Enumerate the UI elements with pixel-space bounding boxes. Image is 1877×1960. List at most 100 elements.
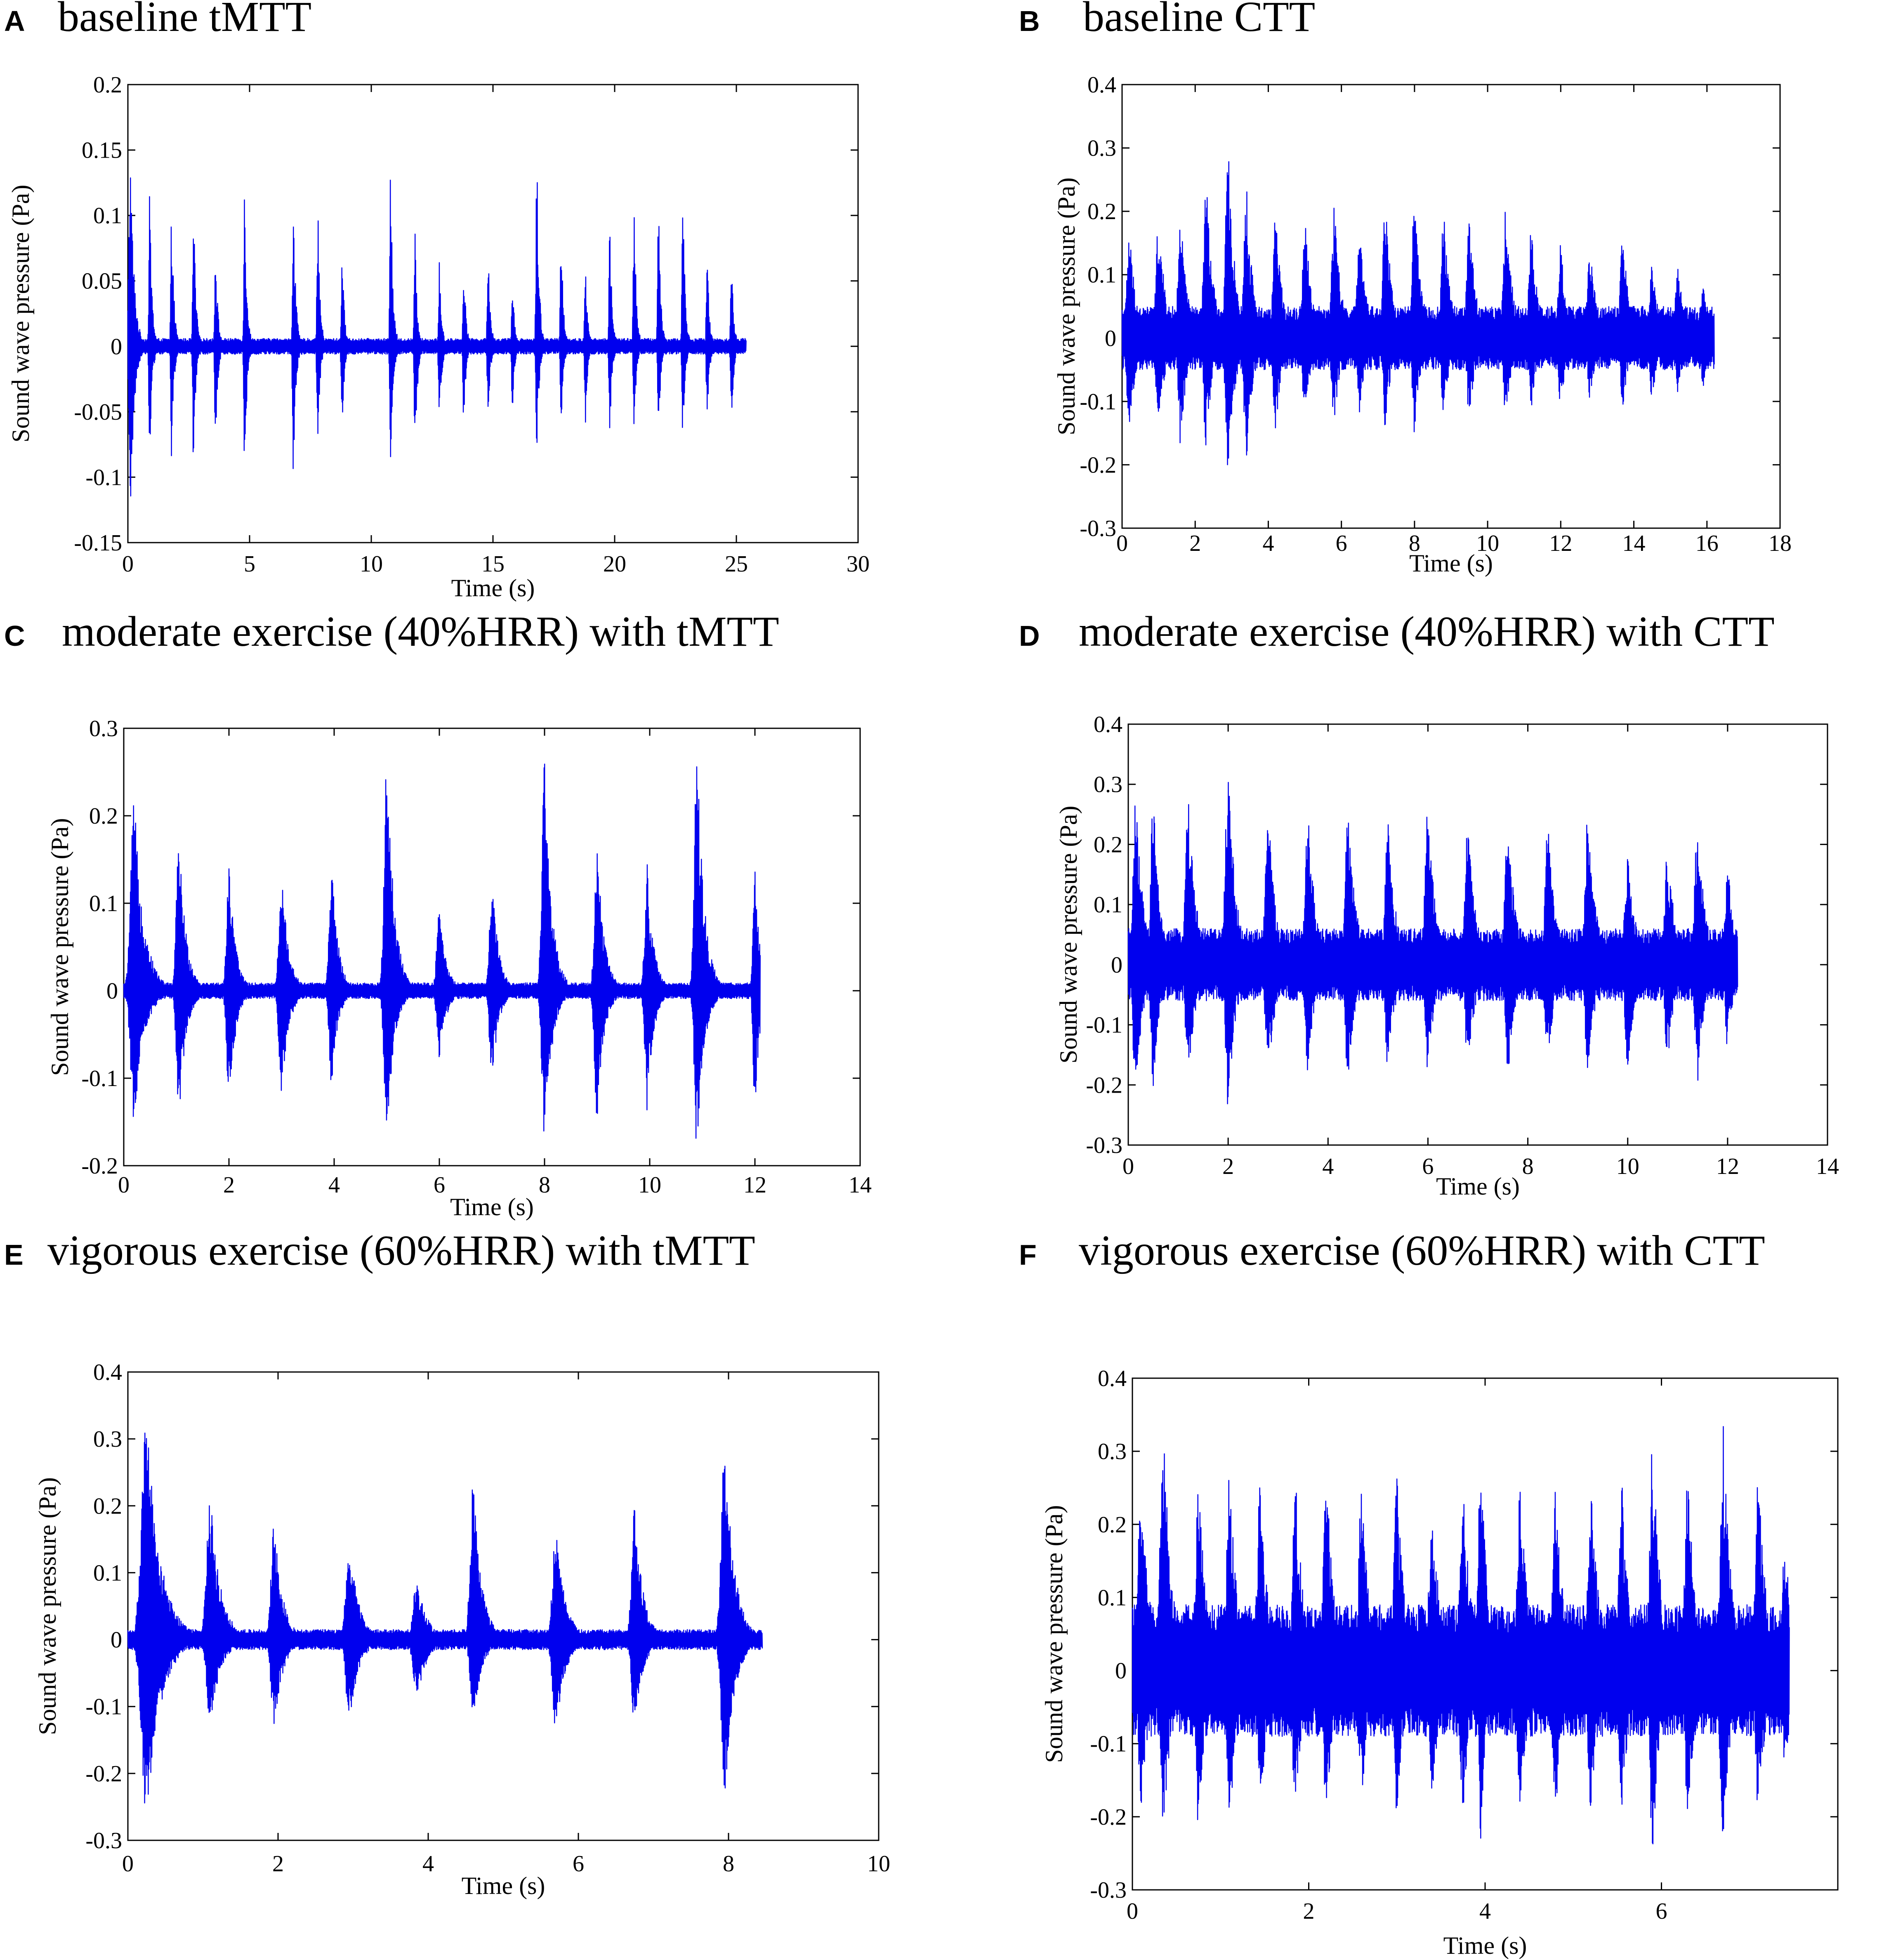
x-tick-label: 4	[422, 1851, 434, 1877]
x-axis-label: Time (s)	[462, 1872, 545, 1899]
y-tick-label: -0.15	[74, 530, 122, 556]
y-tick-label: 0.1	[1094, 892, 1122, 918]
y-tick-label: 0.05	[82, 269, 122, 294]
x-tick-label: 6	[1656, 1899, 1667, 1924]
x-tick-label: 2	[272, 1851, 284, 1877]
x-tick-label: 16	[1695, 531, 1719, 556]
waveform-series	[127, 177, 747, 497]
x-tick-label: 6	[573, 1851, 584, 1877]
waveform-series	[127, 1432, 763, 1804]
x-tick-label: 4	[1322, 1154, 1334, 1179]
x-tick-label: 2	[1189, 531, 1201, 556]
x-tick-label: 12	[1549, 531, 1572, 556]
panel-letter: A	[4, 5, 25, 37]
x-tick-label: 2	[1222, 1154, 1234, 1179]
y-tick-label: 0.2	[93, 72, 122, 98]
x-tick-label: 2	[223, 1172, 235, 1198]
x-tick-label: 0	[122, 551, 134, 577]
y-tick-label: 0.3	[1098, 1439, 1127, 1464]
x-tick-label: 14	[849, 1172, 872, 1198]
x-tick-label: 6	[1336, 531, 1347, 556]
y-tick-label: 0	[111, 1627, 122, 1653]
y-tick-label: 0.3	[89, 716, 118, 741]
x-tick-label: 8	[1409, 531, 1420, 556]
y-tick-label: 0	[1115, 1658, 1127, 1684]
x-tick-label: 0	[118, 1172, 130, 1198]
plot-frame	[123, 727, 861, 1167]
x-tick-label: 6	[1422, 1154, 1434, 1179]
panel-title: vigorous exercise (60%HRR) with tMTT	[47, 1227, 755, 1274]
panel-title: vigorous exercise (60%HRR) with CTT	[1079, 1227, 1765, 1274]
y-axis-label: Sound wave pressure (Pa)	[46, 818, 73, 1076]
y-tick-label: 0.2	[1094, 832, 1122, 857]
y-tick-label: 0.1	[1087, 262, 1116, 288]
y-tick-label: 0.4	[1094, 712, 1122, 737]
y-tick-label: -0.1	[1090, 1731, 1127, 1757]
x-tick-label: 25	[725, 551, 748, 577]
y-axis-label: Sound wave pressure (Pa)	[7, 185, 34, 443]
panel-letter: D	[1019, 620, 1040, 652]
y-tick-label: 0.3	[1087, 136, 1116, 161]
y-tick-label: 0.1	[93, 203, 122, 229]
x-tick-label: 4	[1262, 531, 1274, 556]
y-tick-label: -0.2	[1090, 1804, 1127, 1830]
y-tick-label: 0	[106, 978, 118, 1004]
x-tick-label: 2	[1303, 1899, 1315, 1924]
x-tick-label: 8	[723, 1851, 734, 1877]
x-tick-label: 18	[1769, 531, 1792, 556]
plot-frame	[1121, 84, 1781, 529]
panel-title: baseline tMTT	[58, 0, 311, 40]
y-tick-label: 0	[1105, 326, 1116, 351]
y-tick-label: 0.1	[1098, 1585, 1127, 1611]
y-axis-label: Sound wave pressure (Pa)	[1055, 806, 1082, 1064]
x-tick-label: 8	[539, 1172, 550, 1198]
y-axis-label: Sound wave pressure (Pa)	[1053, 177, 1080, 435]
y-tick-label: -0.2	[1086, 1072, 1122, 1098]
x-tick-label: 0	[1127, 1899, 1138, 1924]
x-tick-label: 0	[1116, 531, 1128, 556]
waveform-series	[1121, 161, 1715, 465]
panel-title: moderate exercise (40%HRR) with CTT	[1079, 608, 1775, 655]
y-tick-label: 0.3	[1094, 772, 1122, 798]
x-tick-label: 0	[1122, 1154, 1134, 1179]
waveform-series	[1127, 782, 1738, 1105]
y-tick-label: -0.1	[1086, 1013, 1122, 1038]
x-axis-label: Time (s)	[1436, 1173, 1520, 1200]
y-tick-label: 0.3	[93, 1426, 122, 1452]
y-tick-label: 0.4	[1087, 72, 1116, 98]
y-tick-label: 0.2	[1098, 1512, 1127, 1537]
y-tick-label: -0.1	[1080, 389, 1116, 415]
panel-title: moderate exercise (40%HRR) with tMTT	[62, 608, 779, 655]
y-axis-label: Sound wave pressure (Pa)	[1040, 1505, 1068, 1763]
x-tick-label: 20	[603, 551, 626, 577]
waveform-series	[1132, 1426, 1790, 1844]
x-tick-label: 14	[1622, 531, 1646, 556]
x-tick-label: 4	[1479, 1899, 1491, 1924]
x-tick-label: 30	[847, 551, 870, 577]
y-tick-label: 0.2	[1087, 199, 1116, 224]
x-tick-label: 6	[434, 1172, 445, 1198]
y-tick-label: 0.1	[89, 891, 118, 916]
y-tick-label: -0.3	[1080, 516, 1116, 541]
y-tick-label: 0.2	[93, 1493, 122, 1519]
panel-letter: C	[4, 620, 25, 652]
y-tick-label: 0.1	[93, 1560, 122, 1586]
y-tick-label: -0.2	[81, 1153, 118, 1179]
y-tick-label: 0	[1111, 952, 1122, 978]
y-axis-label: Sound wave pressure (Pa)	[34, 1477, 61, 1735]
y-tick-label: 0.4	[93, 1360, 122, 1385]
panel-letter: F	[1019, 1239, 1037, 1271]
x-tick-label: 10	[1476, 531, 1499, 556]
x-tick-label: 0	[122, 1851, 134, 1877]
x-tick-label: 10	[867, 1851, 890, 1877]
y-tick-label: 0.2	[89, 803, 118, 829]
x-axis-label: Time (s)	[451, 574, 535, 602]
x-tick-label: 8	[1522, 1154, 1534, 1179]
x-tick-label: 12	[1716, 1154, 1739, 1179]
y-tick-label: -0.2	[1080, 452, 1116, 478]
x-axis-label: Time (s)	[450, 1193, 534, 1221]
